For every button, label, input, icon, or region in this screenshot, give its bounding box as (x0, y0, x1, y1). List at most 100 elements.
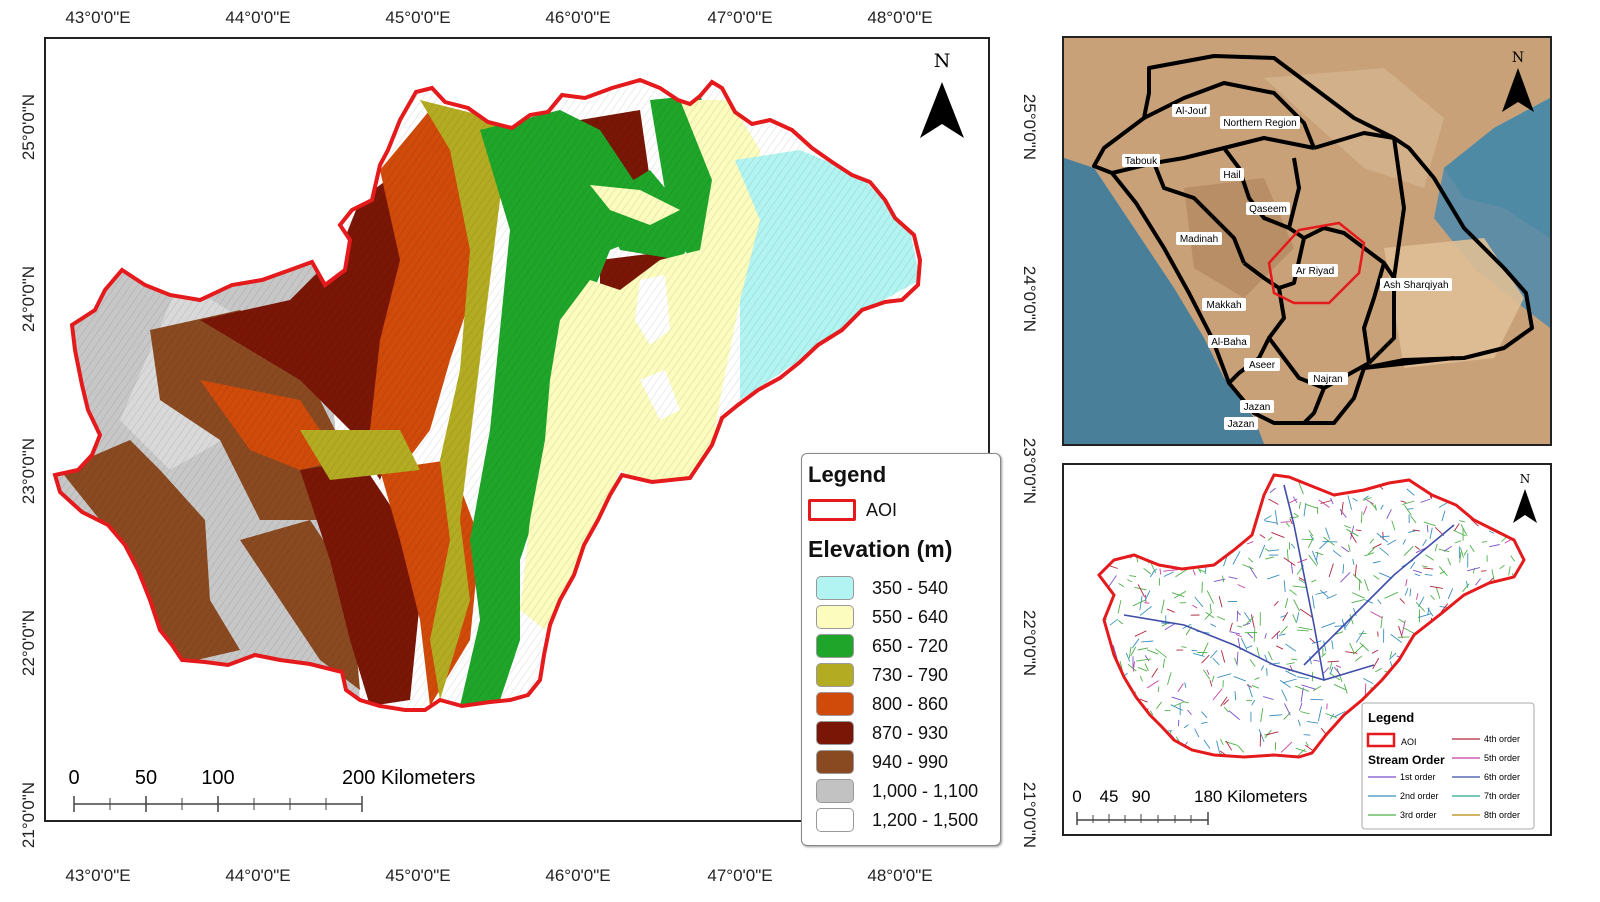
region-labels: Al-Jouf Northern Region Tabouk Hail Qase… (1122, 104, 1452, 430)
svg-text:90: 90 (1132, 787, 1151, 806)
longitude-label: 43°0'0"E (65, 8, 131, 27)
svg-text:N: N (1512, 50, 1524, 66)
elevation-swatch (816, 808, 854, 832)
elevation-swatch (816, 721, 854, 745)
elevation-class-label: 650 - 720 (872, 635, 949, 656)
svg-text:0: 0 (1072, 787, 1081, 806)
saudi-regions-map: Al-Jouf Northern Region Tabouk Hail Qase… (1064, 38, 1550, 444)
stream-order-label: 8th order (1484, 810, 1520, 820)
latitude-label: 24°0'0"N (1020, 265, 1039, 333)
elevation-legend: Legend AOI Elevation (m) 350 - 540 550 - … (801, 453, 1001, 846)
elevation-swatch (816, 605, 854, 629)
svg-text:AOI: AOI (1401, 737, 1417, 747)
elevation-class-label: 730 - 790 (872, 664, 949, 685)
longitude-label: 46°0'0"E (545, 8, 611, 27)
north-label: N (934, 50, 951, 72)
aoi-label: AOI (866, 499, 898, 520)
elevation-class-label: 800 - 860 (872, 693, 949, 714)
elevation-class-label: 350 - 540 (872, 577, 949, 598)
svg-text:Al-Jouf: Al-Jouf (1175, 106, 1206, 117)
svg-text:45: 45 (1100, 787, 1119, 806)
legend-aoi: AOI (808, 499, 897, 521)
latitude-label: 24°0'0"N (19, 265, 38, 333)
elevation-swatch (816, 692, 854, 716)
longitude-label: 43°0'0"E (65, 866, 131, 885)
north-arrow-icon: N (1502, 50, 1534, 112)
svg-text:Madinah: Madinah (1180, 234, 1218, 245)
latitude-label: 25°0'0"N (1020, 93, 1039, 161)
elevation-class-row: 940 - 990 (816, 750, 948, 774)
svg-text:Ash Sharqiyah: Ash Sharqiyah (1383, 280, 1448, 291)
longitude-label: 44°0'0"E (225, 8, 291, 27)
stream-order-label: 3rd order (1400, 810, 1437, 820)
elevation-class-label: 940 - 990 (872, 751, 949, 772)
elevation-class-label: 870 - 930 (872, 722, 949, 743)
longitude-label: 46°0'0"E (545, 866, 611, 885)
latitude-label: 25°0'0"N (19, 93, 38, 161)
stream-order-label: 2nd order (1400, 791, 1439, 801)
elevation-class-label: 1,000 - 1,100 (872, 780, 979, 801)
scale-label-200: 200 Kilometers (342, 767, 475, 789)
scale-bar: 0 50 100 200 Kilometers (68, 767, 475, 812)
stream-order-label: 4th order (1484, 734, 1520, 744)
elevation-swatch (816, 663, 854, 687)
svg-text:Jazan: Jazan (1228, 419, 1255, 430)
latitude-label: 21°0'0"N (19, 781, 38, 849)
stream-order-label: 7th order (1484, 791, 1520, 801)
svg-text:Qaseem: Qaseem (1249, 204, 1287, 215)
elevation-swatch (816, 576, 854, 600)
longitude-label: 48°0'0"E (867, 866, 933, 885)
longitude-label: 47°0'0"E (707, 866, 773, 885)
svg-text:Jazan: Jazan (1244, 402, 1271, 413)
svg-text:Najran: Najran (1313, 374, 1342, 385)
svg-text:Legend: Legend (1368, 710, 1414, 725)
svg-text:Stream Order: Stream Order (1368, 753, 1445, 767)
elevation-swatch (816, 750, 854, 774)
stream-order-inset: N 0 45 90 180 Kilometers Legend AOI (1062, 463, 1552, 836)
elevation-class-row: 1,000 - 1,100 (816, 779, 978, 803)
aoi-swatch (808, 499, 856, 521)
elevation-swatch (816, 779, 854, 803)
scale-label-100: 100 (201, 767, 234, 789)
stream-legend: Legend AOI Stream Order 1st order 2nd ord… (1361, 702, 1535, 830)
latitude-label: 22°0'0"N (1020, 609, 1039, 677)
north-arrow-icon: N (920, 50, 964, 138)
svg-text:Al-Baha: Al-Baha (1211, 337, 1247, 348)
stream-order-label: 1st order (1400, 772, 1436, 782)
elevation-class-row: 350 - 540 (816, 576, 948, 600)
svg-text:N: N (1520, 472, 1531, 486)
legend-title: Legend (808, 462, 887, 487)
elevation-class-row: 800 - 860 (816, 692, 948, 716)
elevation-class-row: 730 - 790 (816, 663, 948, 687)
svg-text:180 Kilometers: 180 Kilometers (1194, 787, 1307, 806)
north-arrow-icon: N (1513, 472, 1537, 523)
stream-scale-bar: 0 45 90 180 Kilometers (1072, 787, 1307, 825)
svg-text:Tabouk: Tabouk (1125, 156, 1158, 167)
saudi-regions-inset: Al-Jouf Northern Region Tabouk Hail Qase… (1062, 36, 1552, 446)
elevation-class-label: 1,200 - 1,500 (872, 809, 979, 830)
elevation-class-row: 550 - 640 (816, 605, 948, 629)
stream-order-map: N 0 45 90 180 Kilometers Legend AOI (1072, 472, 1537, 830)
scale-label-0: 0 (68, 767, 79, 789)
svg-text:Ar Riyad: Ar Riyad (1296, 266, 1334, 277)
elevation-class-label: 550 - 640 (872, 606, 949, 627)
longitude-label: 47°0'0"E (707, 8, 773, 27)
scale-label-50: 50 (135, 767, 157, 789)
elevation-class-row: 1,200 - 1,500 (816, 808, 978, 832)
svg-text:Aseer: Aseer (1249, 360, 1276, 371)
latitude-label: 21°0'0"N (1020, 781, 1039, 849)
latitude-label: 22°0'0"N (19, 609, 38, 677)
elevation-title: Elevation (m) (808, 536, 953, 562)
svg-text:Northern Region: Northern Region (1223, 118, 1296, 129)
longitude-label: 44°0'0"E (225, 866, 291, 885)
latitude-label: 23°0'0"N (19, 437, 38, 505)
elevation-class-row: 870 - 930 (816, 721, 948, 745)
latitude-label: 23°0'0"N (1020, 437, 1039, 505)
longitude-label: 48°0'0"E (867, 8, 933, 27)
elevation-swatch (816, 634, 854, 658)
stream-order-label: 5th order (1484, 753, 1520, 763)
longitude-label: 45°0'0"E (385, 866, 451, 885)
svg-text:Hail: Hail (1223, 170, 1240, 181)
elevation-class-row: 650 - 720 (816, 634, 948, 658)
